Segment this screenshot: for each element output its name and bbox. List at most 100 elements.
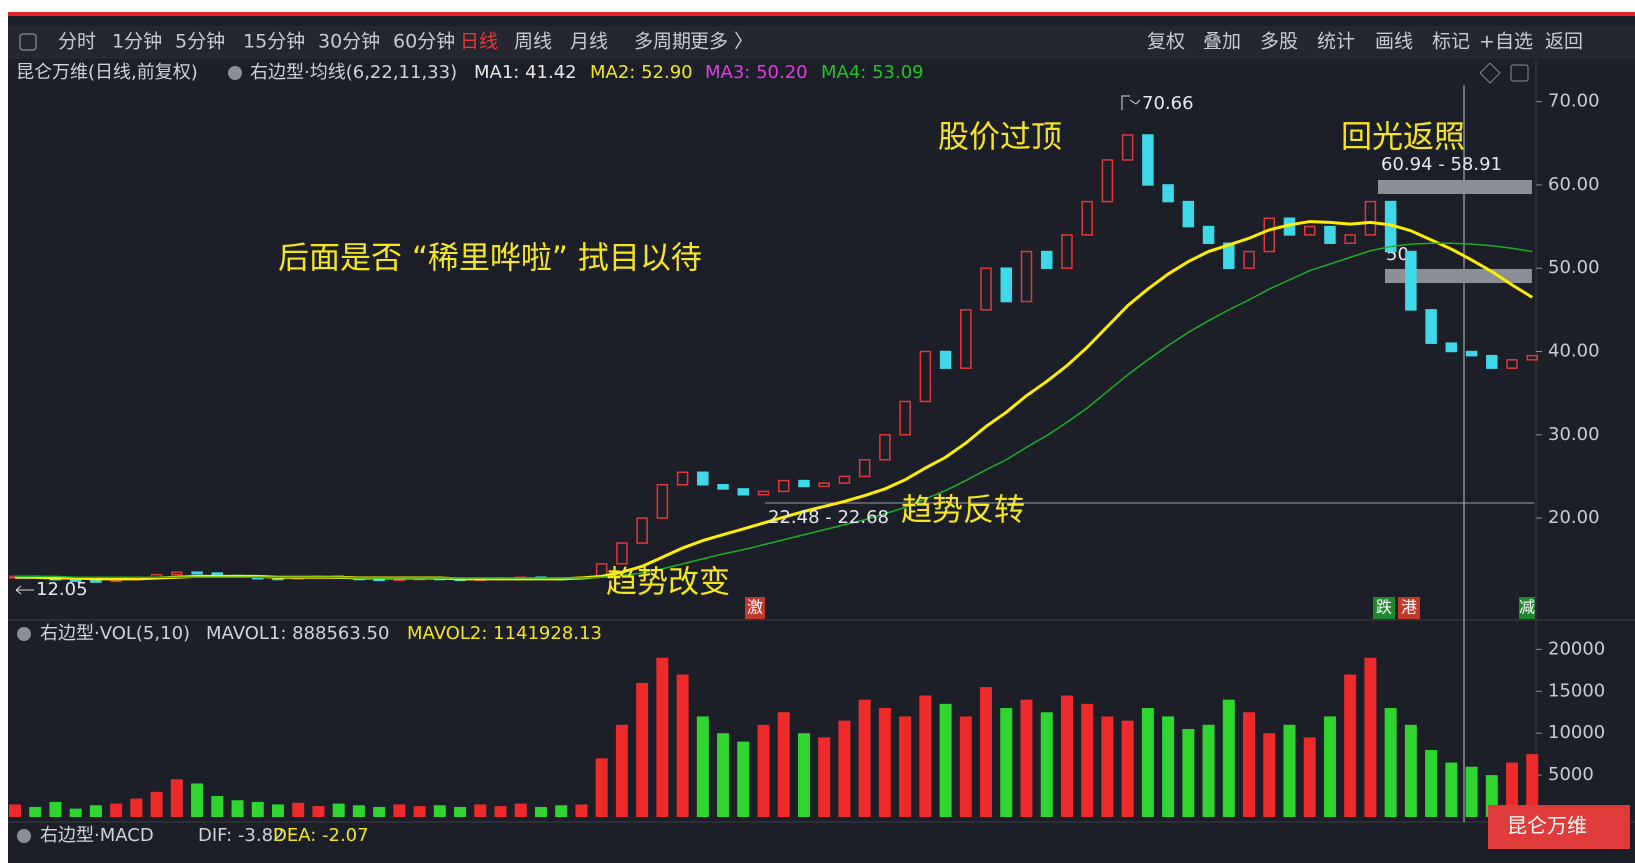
candle bbox=[676, 471, 689, 486]
volume-bar bbox=[575, 804, 588, 817]
toolbar-item[interactable]: 日线 bbox=[460, 31, 498, 53]
high-pointer bbox=[1121, 95, 1141, 110]
indicator-icon[interactable] bbox=[228, 66, 242, 80]
low-pointer bbox=[15, 585, 34, 595]
tool-icon[interactable] bbox=[1510, 64, 1529, 82]
toolbar-item[interactable]: 5分钟 bbox=[175, 31, 225, 53]
volume-bar bbox=[1303, 737, 1316, 817]
indicator-icon[interactable] bbox=[17, 829, 31, 843]
volume-bar bbox=[69, 808, 82, 817]
y-tick-label: 10000 bbox=[1548, 722, 1605, 743]
candle bbox=[616, 542, 628, 565]
candle bbox=[1526, 354, 1538, 361]
candle bbox=[1445, 342, 1458, 353]
toolbar-item[interactable]: 标记 bbox=[1432, 31, 1470, 53]
volume-bar bbox=[1243, 712, 1256, 817]
volume-bar bbox=[838, 720, 851, 817]
toolbar-item[interactable]: 多股 bbox=[1260, 31, 1298, 53]
toolbar-item[interactable]: 分时 bbox=[58, 31, 96, 53]
volume-bar bbox=[1020, 699, 1033, 817]
candle bbox=[858, 459, 871, 478]
volume-bar bbox=[393, 804, 406, 817]
candle bbox=[717, 484, 729, 490]
indicator-icon[interactable] bbox=[17, 627, 31, 641]
volume-bar bbox=[777, 712, 790, 817]
ma-label: MA4: 53.09 bbox=[821, 62, 924, 83]
volume-bar bbox=[1465, 766, 1478, 817]
candle bbox=[656, 484, 669, 519]
volume-bar bbox=[9, 804, 21, 817]
marker-box[interactable] bbox=[1373, 597, 1395, 619]
toolbar-item[interactable]: 画线 bbox=[1375, 31, 1413, 53]
candle bbox=[1364, 200, 1377, 236]
toolbar-icon[interactable] bbox=[19, 33, 37, 51]
y-tick-label: 30.00 bbox=[1548, 424, 1600, 445]
candle bbox=[838, 475, 851, 484]
marker[interactable]: 港 bbox=[1401, 598, 1417, 617]
marker-box[interactable] bbox=[745, 597, 765, 619]
candle bbox=[1020, 250, 1033, 303]
toolbar bbox=[8, 26, 1635, 59]
indicator-name[interactable]: 右边型·均线(6,22,11,33) bbox=[250, 62, 457, 83]
volume-bar bbox=[1263, 733, 1276, 817]
marker[interactable]: 激 bbox=[747, 598, 763, 617]
toolbar-item[interactable]: 周线 bbox=[514, 31, 552, 53]
volume-bar bbox=[49, 801, 62, 817]
marker[interactable]: 跌 bbox=[1376, 598, 1392, 617]
volume-bar bbox=[797, 733, 810, 817]
y-tick-label: 70.00 bbox=[1548, 91, 1600, 112]
toolbar-item[interactable]: 复权 bbox=[1147, 31, 1185, 53]
y-tick-label: 5000 bbox=[1548, 764, 1594, 785]
vol-indicator[interactable]: 右边型·VOL(5,10) bbox=[40, 623, 190, 644]
candle bbox=[1202, 225, 1215, 244]
volume-bar bbox=[959, 716, 972, 817]
toolbar-item[interactable]: 返回 bbox=[1545, 31, 1583, 53]
candle bbox=[939, 350, 952, 369]
volume-bar bbox=[454, 806, 467, 817]
toolbar-item[interactable]: 叠加 bbox=[1203, 31, 1241, 53]
volume-bar bbox=[271, 804, 284, 817]
candle bbox=[1486, 354, 1498, 369]
tool-icon[interactable] bbox=[1479, 62, 1501, 84]
stock-tab[interactable] bbox=[1488, 805, 1630, 849]
volume-bar bbox=[433, 805, 446, 817]
toolbar-item[interactable]: 30分钟 bbox=[318, 31, 380, 53]
annotation: 后面是否 “稀里哗啦” 拭目以待 bbox=[278, 241, 702, 277]
macd-dea: DEA: -2.07 bbox=[273, 825, 369, 846]
toolbar-item[interactable]: 更多 〉 bbox=[690, 31, 753, 53]
marker-box[interactable] bbox=[1398, 597, 1420, 619]
marker[interactable]: 减 bbox=[1519, 598, 1535, 617]
volume-bar bbox=[656, 657, 669, 817]
stock-tab-label[interactable]: 昆仑万维 bbox=[1507, 814, 1587, 838]
candle bbox=[919, 350, 932, 403]
candle bbox=[1425, 309, 1437, 344]
y-tick-label: 60.00 bbox=[1548, 174, 1600, 195]
volume-bar bbox=[191, 783, 204, 817]
volume-bar bbox=[474, 804, 487, 817]
volume-bar bbox=[150, 791, 163, 817]
candle bbox=[697, 471, 709, 486]
toolbar-item[interactable]: 月线 bbox=[570, 31, 608, 53]
candle bbox=[879, 434, 891, 461]
mavol1: MAVOL1: 888563.50 bbox=[206, 623, 389, 644]
ma-label: MA1: 41.42 bbox=[474, 62, 577, 83]
macd-indicator[interactable]: 右边型·MACD bbox=[40, 825, 154, 846]
toolbar-item[interactable]: 1分钟 bbox=[112, 31, 162, 53]
toolbar-item[interactable]: 60分钟 bbox=[393, 31, 455, 53]
volume-bar bbox=[170, 779, 183, 817]
candle bbox=[1000, 267, 1013, 303]
volume-bar bbox=[1425, 749, 1438, 817]
candle bbox=[1162, 184, 1174, 203]
toolbar-item[interactable]: +自选 bbox=[1479, 31, 1533, 53]
toolbar-item[interactable]: 15分钟 bbox=[243, 31, 305, 53]
volume-bar bbox=[676, 674, 689, 817]
toolbar-item[interactable]: 统计 bbox=[1317, 31, 1355, 53]
candle bbox=[1081, 200, 1093, 236]
volume-bar bbox=[717, 733, 730, 817]
marker-box[interactable] bbox=[1519, 597, 1535, 619]
volume-bar bbox=[1000, 708, 1013, 817]
toolbar-item[interactable]: 多周期 bbox=[634, 31, 691, 53]
volume-bar bbox=[615, 724, 628, 817]
level-box bbox=[1378, 180, 1532, 194]
